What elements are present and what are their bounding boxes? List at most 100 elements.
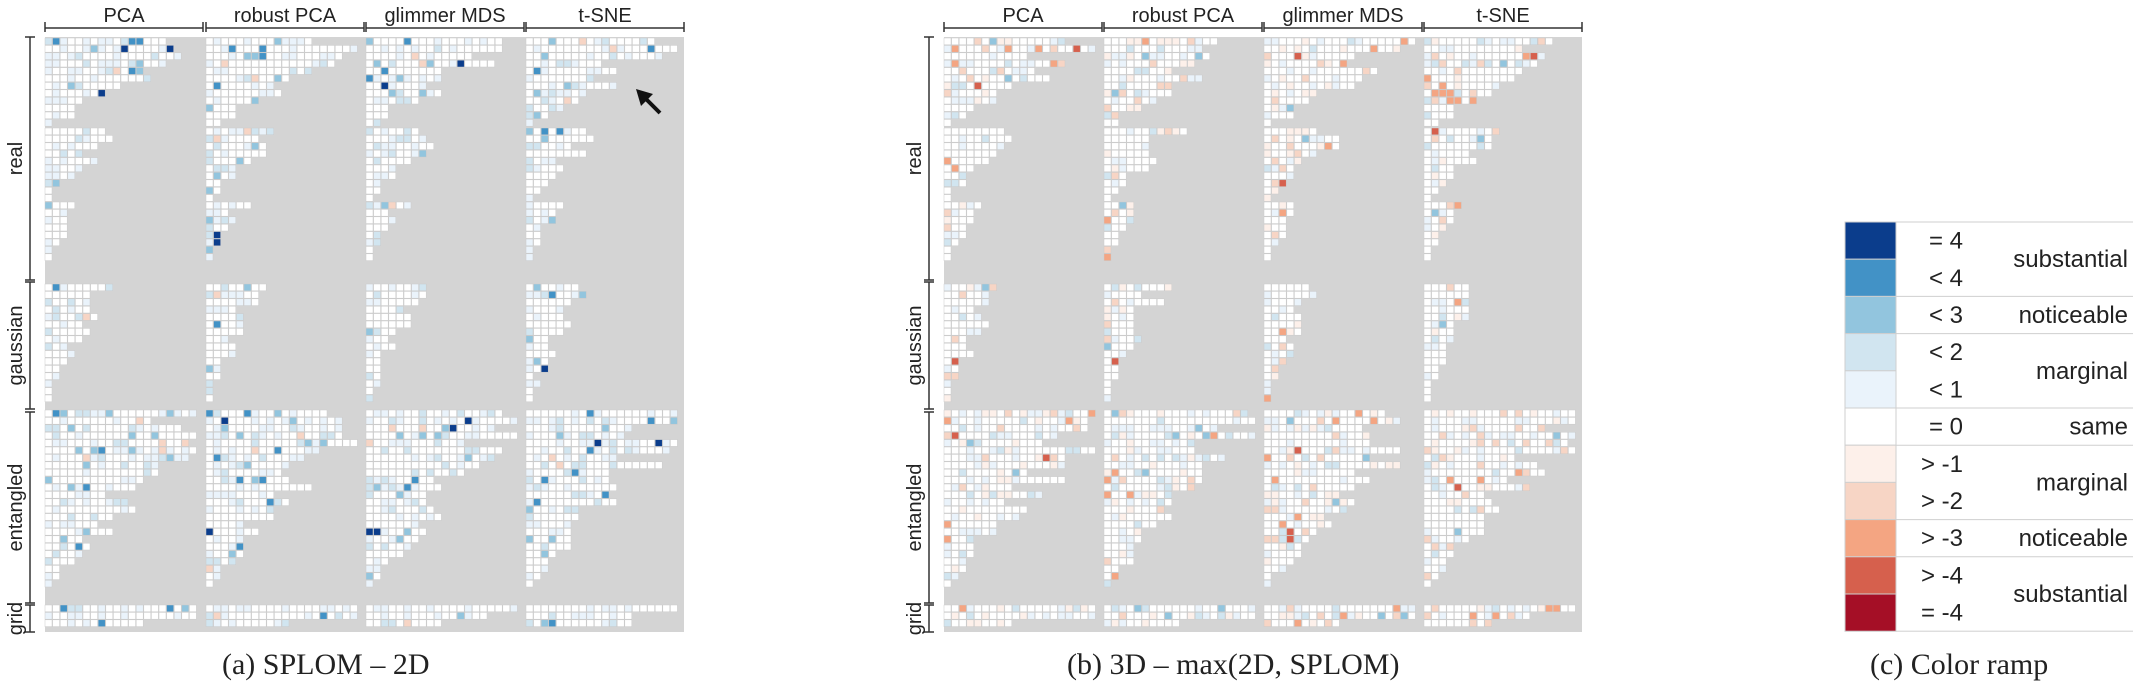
heatmap-cell [1004, 45, 1013, 53]
heatmap-cell [1278, 528, 1287, 536]
heatmap-cell [563, 468, 572, 477]
heatmap-cell [128, 505, 136, 514]
heatmap-cell [1004, 513, 1013, 521]
heatmap-cell [974, 89, 982, 97]
heatmap-cell [540, 550, 549, 558]
heatmap-cell [1111, 172, 1119, 180]
heatmap-cell [113, 619, 121, 627]
heatmap-cell [82, 461, 91, 469]
heatmap-cell [449, 454, 457, 462]
heatmap-cell [958, 505, 967, 514]
heatmap-cell [97, 59, 106, 68]
heatmap-cell [1370, 417, 1378, 425]
heatmap-cell [105, 505, 114, 514]
heatmap-cell [1149, 476, 1157, 484]
heatmap-cell [75, 424, 83, 432]
heatmap-cell [365, 446, 374, 455]
heatmap-cell [296, 417, 305, 425]
heatmap-cell [464, 409, 473, 418]
heatmap-cell [67, 513, 76, 521]
heatmap-cell [1324, 619, 1333, 627]
heatmap-cell [1156, 45, 1165, 53]
heatmap-cell [274, 37, 282, 46]
heatmap-cell [205, 357, 214, 366]
heatmap-cell [548, 216, 557, 224]
heatmap-cell [1263, 142, 1272, 150]
heatmap-cell [59, 157, 68, 165]
heatmap-cell [1431, 565, 1439, 573]
heatmap-cell [135, 67, 144, 75]
heatmap-cell [533, 37, 541, 46]
heatmap-cell [943, 528, 952, 536]
heatmap-cell [418, 468, 427, 477]
heatmap-cell [1476, 498, 1485, 506]
heatmap-cell [981, 528, 990, 536]
heatmap-cell [1431, 520, 1439, 529]
heatmap-cell [90, 619, 98, 627]
heatmap-cell [44, 253, 53, 261]
heatmap-cell [1316, 439, 1325, 447]
row-group-label: gaussian [904, 305, 926, 385]
heatmap-cell [228, 439, 237, 447]
heatmap-cell [525, 305, 534, 314]
heatmap-cell [220, 528, 229, 536]
heatmap-cell [403, 201, 412, 210]
heatmap-cell [1499, 468, 1508, 477]
heatmap-cell [1118, 320, 1127, 329]
heatmap-cell [1492, 439, 1500, 447]
heatmap-cell [44, 142, 53, 150]
heatmap-cell [479, 612, 488, 620]
heatmap-cell [571, 491, 579, 499]
heatmap-cell [1271, 528, 1279, 536]
heatmap-cell [1324, 498, 1333, 506]
heatmap-cell [1263, 216, 1272, 224]
heatmap-cell [44, 528, 53, 536]
heatmap-cell [258, 454, 267, 462]
heatmap-cell [981, 45, 990, 53]
heatmap-cell [1118, 483, 1127, 492]
heatmap-cell [1545, 604, 1553, 613]
heatmap-cell [52, 283, 60, 292]
heatmap-cell [1568, 604, 1576, 613]
heatmap-cell [1187, 468, 1195, 477]
heatmap-cell [1446, 483, 1455, 492]
heatmap-cell [1484, 37, 1493, 46]
heatmap-cell [951, 135, 959, 143]
heatmap-cell [44, 127, 53, 136]
heatmap-cell [1423, 431, 1432, 440]
heatmap-cell [578, 149, 587, 158]
heatmap-cell [388, 45, 397, 53]
heatmap-cell [1301, 476, 1310, 484]
heatmap-cell [120, 612, 129, 620]
heatmap-cell [1278, 535, 1287, 543]
heatmap-cell [1111, 96, 1119, 105]
heatmap-cell [525, 194, 534, 202]
heatmap-cell [540, 498, 549, 506]
heatmap-cell [586, 476, 595, 484]
heatmap-cell [556, 104, 564, 112]
heatmap-cell [1057, 612, 1066, 620]
heatmap-cell [1469, 476, 1477, 484]
heatmap-cell [396, 476, 404, 484]
heatmap-cell [365, 520, 374, 529]
heatmap-cell [974, 67, 982, 75]
heatmap-cell [52, 89, 60, 97]
heatmap-cell [373, 483, 381, 492]
heatmap-cell [151, 604, 159, 613]
heatmap-cell [1286, 476, 1295, 484]
heatmap-cell [205, 37, 214, 46]
heatmap-cell [601, 468, 610, 477]
heatmap-cell [312, 431, 320, 440]
heatmap-cell [1278, 231, 1287, 239]
heatmap-cell [1492, 505, 1500, 514]
heatmap-cell [943, 186, 952, 195]
heatmap-cell [1309, 468, 1317, 477]
heatmap-cell [1385, 446, 1393, 455]
heatmap-cell [1134, 461, 1142, 469]
heatmap-cell [44, 45, 53, 53]
heatmap-cell [434, 74, 442, 83]
heatmap-cell [67, 172, 76, 180]
heatmap-cell [205, 476, 214, 484]
heatmap-cell [540, 96, 549, 105]
heatmap-cell [205, 231, 214, 239]
